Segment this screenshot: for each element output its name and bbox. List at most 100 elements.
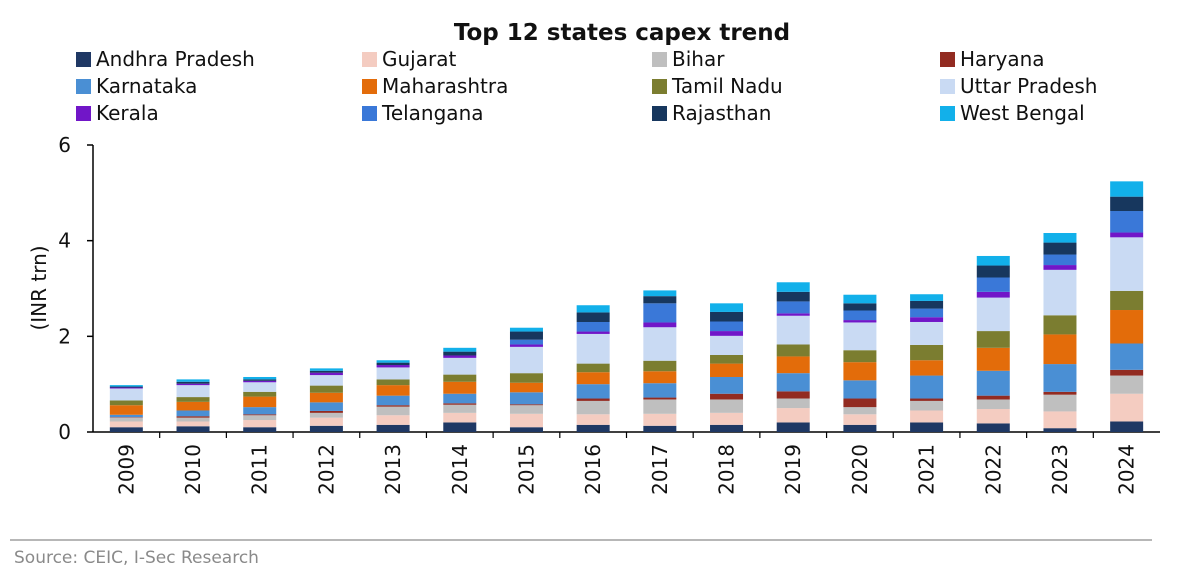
bar-segment-karnataka-2019 bbox=[776, 373, 810, 392]
bar-segment-bihar-2010 bbox=[176, 417, 210, 422]
legend-swatch-maharashtra bbox=[362, 79, 377, 94]
bar-segment-west-bengal-2019 bbox=[776, 282, 810, 292]
x-tick-label-2021: 2021 bbox=[915, 444, 939, 495]
bar-segment-kerala-2011 bbox=[243, 380, 277, 383]
bar-segment-gujarat-2024 bbox=[1110, 393, 1144, 422]
bar-segment-gujarat-2022 bbox=[976, 409, 1010, 424]
bar-segment-kerala-2015 bbox=[509, 344, 543, 347]
chart-title: Top 12 states capex trend bbox=[454, 20, 790, 46]
bar-segment-tamil-nadu-2017 bbox=[643, 360, 677, 372]
legend-label-uttar-pradesh: Uttar Pradesh bbox=[960, 74, 1097, 98]
bar-segment-west-bengal-2015 bbox=[509, 327, 543, 332]
bar-segment-andhra-pradesh-2013 bbox=[376, 424, 410, 432]
legend-swatch-gujarat bbox=[362, 52, 377, 67]
bar-segment-west-bengal-2011 bbox=[243, 376, 277, 380]
bar-segment-andhra-pradesh-2016 bbox=[576, 424, 610, 432]
bar-segment-haryana-2012 bbox=[309, 410, 343, 413]
x-tick-label-2012: 2012 bbox=[314, 444, 338, 495]
bar-stack-2013 bbox=[376, 360, 410, 432]
bar-segment-rajasthan-2019 bbox=[776, 291, 810, 302]
bar-segment-haryana-2020 bbox=[843, 398, 877, 408]
legend-label-kerala: Kerala bbox=[96, 101, 159, 125]
bar-segment-rajasthan-2014 bbox=[443, 351, 477, 356]
x-tick-label-2017: 2017 bbox=[648, 444, 672, 495]
bar-segment-karnataka-2014 bbox=[443, 393, 477, 404]
bar-segment-maharashtra-2011 bbox=[243, 396, 277, 408]
bar-segment-gujarat-2013 bbox=[376, 415, 410, 425]
bar-segment-tamil-nadu-2010 bbox=[176, 397, 210, 402]
bar-segment-bihar-2014 bbox=[443, 404, 477, 413]
bar-segment-haryana-2015 bbox=[509, 404, 543, 406]
bar-segment-telangana-2019 bbox=[776, 301, 810, 314]
legend-swatch-andhra-pradesh bbox=[76, 52, 91, 67]
bar-segment-kerala-2013 bbox=[376, 365, 410, 368]
bar-segment-kerala-2019 bbox=[776, 313, 810, 316]
bar-segment-maharashtra-2019 bbox=[776, 356, 810, 374]
bar-segment-rajasthan-2009 bbox=[109, 386, 143, 388]
legend-label-gujarat: Gujarat bbox=[382, 47, 456, 71]
bar-segment-bihar-2019 bbox=[776, 398, 810, 409]
bar-segment-uttar-pradesh-2023 bbox=[1043, 269, 1077, 316]
bar-segment-telangana-2018 bbox=[710, 321, 744, 332]
bar-stack-2010 bbox=[176, 379, 210, 432]
x-tick-label-2018: 2018 bbox=[715, 444, 739, 495]
bar-segment-haryana-2017 bbox=[643, 397, 677, 400]
bar-segment-gujarat-2017 bbox=[643, 413, 677, 426]
bar-segment-kerala-2018 bbox=[710, 331, 744, 336]
bar-segment-bihar-2016 bbox=[576, 400, 610, 415]
bar-segment-kerala-2023 bbox=[1043, 265, 1077, 270]
source-note: Source: CEIC, I-Sec Research bbox=[14, 548, 259, 568]
bar-segment-uttar-pradesh-2017 bbox=[643, 327, 677, 361]
bar-segment-tamil-nadu-2013 bbox=[376, 379, 410, 386]
bar-segment-kerala-2016 bbox=[576, 331, 610, 334]
bar-segment-uttar-pradesh-2018 bbox=[710, 335, 744, 355]
bar-segment-maharashtra-2013 bbox=[376, 385, 410, 396]
bar-segment-west-bengal-2010 bbox=[176, 379, 210, 382]
y-tick-label: 2 bbox=[58, 324, 71, 348]
bar-segment-haryana-2013 bbox=[376, 405, 410, 407]
x-tick-label-2023: 2023 bbox=[1048, 444, 1072, 495]
y-ticks: 0 2 4 6 bbox=[58, 133, 93, 444]
bar-segment-karnataka-2016 bbox=[576, 384, 610, 399]
bar-segment-haryana-2014 bbox=[443, 403, 477, 405]
bar-segment-karnataka-2023 bbox=[1043, 364, 1077, 392]
legend-swatch-bihar bbox=[652, 52, 667, 67]
bar-segment-maharashtra-2017 bbox=[643, 371, 677, 384]
bar-segment-uttar-pradesh-2013 bbox=[376, 367, 410, 380]
bar-stack-2015 bbox=[509, 327, 543, 432]
bar-segment-west-bengal-2012 bbox=[309, 368, 343, 371]
bar-segment-kerala-2010 bbox=[176, 383, 210, 386]
bar-segment-kerala-2012 bbox=[309, 372, 343, 376]
bar-segment-bihar-2012 bbox=[309, 412, 343, 418]
bar-segment-andhra-pradesh-2012 bbox=[309, 425, 343, 432]
bar-segment-tamil-nadu-2024 bbox=[1110, 290, 1144, 311]
bar-stack-2020 bbox=[843, 294, 877, 432]
bar-segment-rajasthan-2010 bbox=[176, 381, 210, 384]
bar-stack-2014 bbox=[443, 347, 477, 432]
legend-swatch-telangana bbox=[362, 106, 377, 121]
bar-segment-maharashtra-2010 bbox=[176, 401, 210, 411]
bar-segment-rajasthan-2021 bbox=[910, 300, 944, 309]
bar-segment-andhra-pradesh-2022 bbox=[976, 423, 1010, 432]
bar-segment-rajasthan-2013 bbox=[376, 362, 410, 366]
bar-segment-rajasthan-2020 bbox=[843, 303, 877, 311]
bar-segment-andhra-pradesh-2009 bbox=[109, 427, 143, 432]
bar-segment-west-bengal-2024 bbox=[1110, 181, 1144, 197]
bar-segment-andhra-pradesh-2024 bbox=[1110, 421, 1144, 432]
x-tick-label-2016: 2016 bbox=[581, 444, 605, 495]
bar-segment-west-bengal-2016 bbox=[576, 305, 610, 313]
bar-segment-bihar-2015 bbox=[509, 405, 543, 414]
bar-segment-gujarat-2023 bbox=[1043, 411, 1077, 429]
bar-segment-tamil-nadu-2021 bbox=[910, 344, 944, 361]
legend-label-andhra-pradesh: Andhra Pradesh bbox=[96, 47, 255, 71]
bar-segment-bihar-2023 bbox=[1043, 394, 1077, 412]
legend-swatch-kerala bbox=[76, 106, 91, 121]
bar-segment-rajasthan-2018 bbox=[710, 311, 744, 322]
bar-stack-2019 bbox=[776, 282, 810, 432]
bar-segment-andhra-pradesh-2015 bbox=[509, 427, 543, 432]
bar-segment-rajasthan-2022 bbox=[976, 265, 1010, 278]
legend-label-haryana: Haryana bbox=[960, 47, 1045, 71]
bar-segment-bihar-2021 bbox=[910, 400, 944, 411]
y-tick-label: 6 bbox=[58, 133, 71, 157]
bar-segment-uttar-pradesh-2012 bbox=[309, 375, 343, 386]
